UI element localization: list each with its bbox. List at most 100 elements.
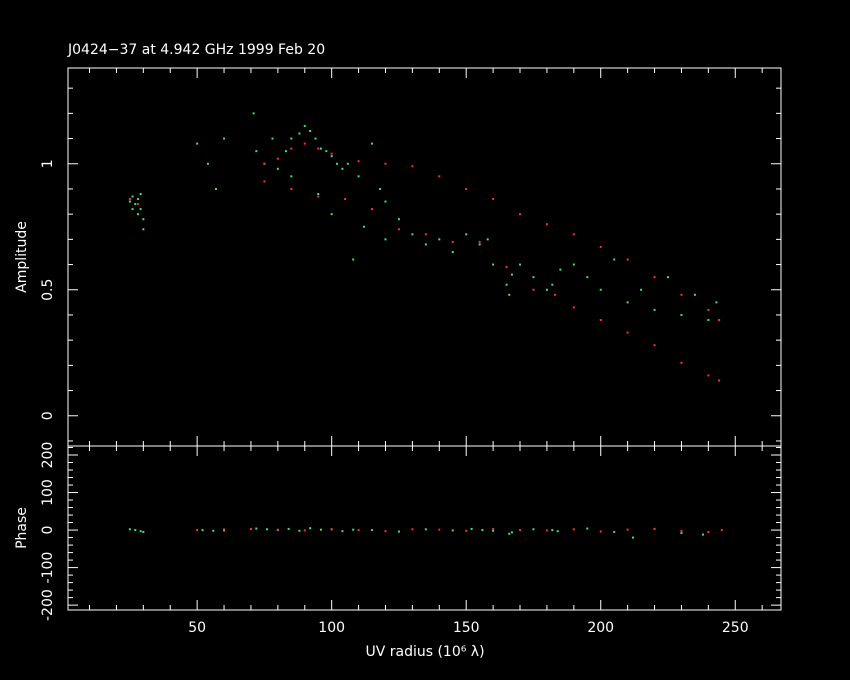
x-tick-label: 250 xyxy=(722,620,749,636)
y-tick-label: 0 xyxy=(40,526,56,535)
point xyxy=(266,528,269,531)
point xyxy=(532,288,535,291)
point xyxy=(465,529,468,532)
point xyxy=(196,142,199,145)
point xyxy=(131,208,134,211)
point xyxy=(142,530,145,533)
point xyxy=(613,530,616,533)
point xyxy=(411,233,414,236)
point xyxy=(352,528,355,531)
point xyxy=(330,528,333,531)
point xyxy=(317,147,320,150)
point xyxy=(653,276,656,279)
point xyxy=(680,293,683,296)
x-tick-label: 150 xyxy=(453,620,480,636)
point xyxy=(424,528,427,531)
point xyxy=(599,245,602,248)
point xyxy=(319,528,322,531)
point xyxy=(255,150,258,153)
point xyxy=(545,529,548,532)
point xyxy=(626,331,629,334)
point xyxy=(317,193,320,195)
point xyxy=(508,532,511,535)
point xyxy=(319,147,322,150)
point xyxy=(330,155,333,158)
point xyxy=(223,529,226,532)
point xyxy=(720,529,723,532)
point xyxy=(371,142,374,145)
point xyxy=(357,160,360,163)
point xyxy=(298,529,301,532)
point xyxy=(640,288,643,291)
point xyxy=(492,529,495,532)
point xyxy=(136,213,139,216)
point xyxy=(626,528,629,531)
point xyxy=(653,308,656,311)
point xyxy=(309,527,312,530)
point xyxy=(303,124,306,127)
point xyxy=(139,530,142,533)
y-tick-label: 0 xyxy=(40,411,56,420)
y-axis-label: Phase xyxy=(14,507,30,549)
point xyxy=(336,162,339,165)
point xyxy=(384,162,387,165)
point xyxy=(505,266,508,269)
point xyxy=(653,527,656,530)
point xyxy=(214,187,217,190)
point xyxy=(599,530,602,533)
point xyxy=(438,528,441,531)
point xyxy=(357,529,360,532)
y-tick-label: 200 xyxy=(40,442,56,469)
point xyxy=(384,238,387,241)
point xyxy=(314,137,317,140)
y-tick-label: 100 xyxy=(40,479,56,506)
point xyxy=(284,150,287,153)
point xyxy=(718,319,721,321)
y-tick-label: -200 xyxy=(40,589,56,621)
point xyxy=(362,225,365,228)
point xyxy=(481,529,484,532)
point xyxy=(707,308,710,311)
point xyxy=(249,527,252,530)
point xyxy=(465,233,468,236)
point xyxy=(707,374,710,377)
point xyxy=(397,530,400,533)
point xyxy=(196,529,199,532)
point xyxy=(330,152,333,155)
point xyxy=(290,147,293,150)
point xyxy=(532,276,535,279)
point xyxy=(551,283,554,286)
point xyxy=(136,198,139,201)
point xyxy=(424,233,427,236)
point xyxy=(478,240,481,243)
point xyxy=(252,112,255,115)
point xyxy=(206,162,209,165)
point xyxy=(424,243,427,246)
point xyxy=(344,198,347,201)
point xyxy=(510,273,513,276)
point xyxy=(556,530,559,533)
point xyxy=(341,530,344,533)
point xyxy=(357,175,360,178)
point xyxy=(303,142,306,145)
point xyxy=(599,319,602,321)
point xyxy=(701,533,704,536)
point xyxy=(201,529,204,532)
x-tick-label: 200 xyxy=(587,620,614,636)
point xyxy=(572,528,575,531)
point xyxy=(139,208,142,211)
point xyxy=(371,208,374,211)
point xyxy=(411,528,414,531)
point xyxy=(680,529,683,532)
point xyxy=(519,213,522,216)
y-tick-label: 1 xyxy=(40,159,56,168)
point xyxy=(653,344,656,347)
point xyxy=(680,361,683,364)
point xyxy=(263,162,266,165)
point xyxy=(134,529,137,532)
y-tick-label: -100 xyxy=(40,552,56,584)
point xyxy=(371,529,374,532)
point xyxy=(438,175,441,178)
point xyxy=(572,233,575,236)
point xyxy=(303,529,306,532)
